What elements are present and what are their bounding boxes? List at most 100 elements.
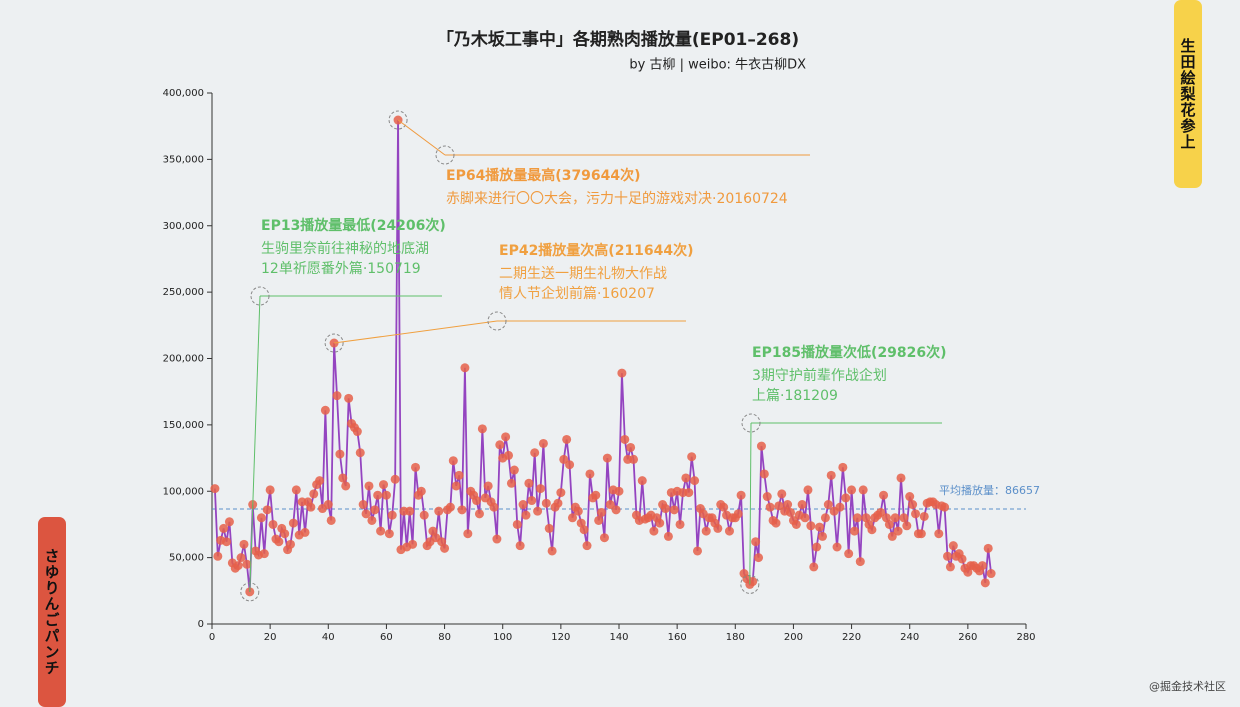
data-point — [448, 456, 458, 466]
data-point — [268, 519, 278, 529]
x-tick-label: 200 — [784, 632, 803, 643]
data-point — [899, 513, 909, 523]
x-tick-label: 180 — [726, 632, 745, 643]
data-point — [844, 549, 854, 559]
average-label: 平均播放量：86657 — [939, 483, 1040, 497]
data-point — [812, 542, 822, 552]
data-point — [977, 561, 987, 571]
data-point — [242, 559, 252, 569]
data-point — [332, 391, 342, 401]
data-point — [411, 462, 420, 472]
data-point — [538, 438, 548, 448]
data-point — [291, 485, 301, 495]
data-point — [323, 500, 333, 510]
data-point — [890, 513, 900, 523]
data-point — [509, 465, 519, 475]
data-point — [756, 441, 766, 451]
data-point — [832, 542, 842, 552]
data-point — [649, 526, 659, 536]
right-button[interactable]: 生田絵梨花参上 — [1174, 0, 1202, 188]
data-point — [460, 363, 470, 373]
data-point — [820, 513, 830, 523]
data-point — [687, 452, 697, 462]
data-point — [855, 557, 865, 567]
annotation-text: 12单祈愿番外篇·150719 — [261, 261, 421, 277]
data-point — [797, 500, 807, 510]
annotation-title: EP42播放量次高(211644次) — [499, 242, 694, 259]
x-tick-label: 20 — [264, 632, 277, 643]
data-point — [786, 507, 796, 517]
data-point — [361, 509, 371, 519]
data-point — [495, 440, 505, 450]
data-point — [405, 506, 415, 516]
average-value: 86657 — [1005, 484, 1040, 497]
data-point — [239, 539, 249, 549]
y-tick-label: 200,000 — [163, 354, 204, 365]
y-tick-label: 0 — [198, 619, 204, 630]
data-point — [326, 515, 336, 525]
data-point — [256, 513, 266, 523]
data-point — [736, 490, 746, 500]
data-point — [344, 393, 354, 403]
data-point — [280, 529, 290, 539]
data-point — [536, 484, 546, 494]
data-point — [541, 498, 551, 508]
y-tick-label: 250,000 — [163, 287, 204, 298]
data-point — [489, 502, 499, 512]
x-tick-label: 280 — [1016, 632, 1035, 643]
data-point — [887, 531, 897, 541]
data-point — [692, 546, 702, 556]
data-point — [501, 432, 511, 442]
annotation-title: EP64播放量最高(379644次) — [446, 167, 641, 184]
x-tick-label: 0 — [209, 632, 215, 643]
data-point — [684, 488, 694, 498]
data-point — [690, 476, 700, 486]
data-point — [210, 484, 220, 494]
data-point — [335, 449, 345, 459]
annotation-title: EP185播放量次低(29826次) — [752, 344, 947, 361]
y-tick-label: 150,000 — [163, 420, 204, 431]
data-point — [957, 554, 967, 564]
data-point — [222, 537, 232, 547]
data-point — [858, 485, 868, 495]
data-point — [916, 529, 926, 539]
x-tick-label: 260 — [958, 632, 977, 643]
x-tick-label: 220 — [842, 632, 861, 643]
data-point — [370, 505, 380, 515]
data-point — [605, 500, 615, 510]
x-tick-label: 40 — [322, 632, 335, 643]
data-point — [823, 500, 833, 510]
data-point — [826, 470, 836, 480]
data-point — [940, 502, 950, 512]
data-point — [838, 462, 848, 472]
annotation-target — [388, 110, 408, 130]
data-point — [416, 486, 426, 496]
x-tick-label: 100 — [493, 632, 512, 643]
data-point — [771, 518, 781, 528]
annotation-target — [324, 333, 344, 353]
data-point — [518, 500, 528, 510]
annotation-anchor — [487, 311, 507, 331]
left-button[interactable]: さゆりんごパンチ — [38, 517, 66, 707]
data-point — [626, 442, 636, 452]
data-point — [341, 481, 351, 491]
data-point — [300, 527, 310, 537]
y-tick-label: 400,000 — [163, 88, 204, 99]
data-point — [774, 501, 784, 511]
data-point — [815, 522, 825, 532]
data-point — [387, 510, 397, 520]
x-tick-label: 80 — [438, 632, 451, 643]
data-point — [661, 504, 671, 514]
data-point — [474, 509, 484, 519]
data-point — [620, 434, 630, 444]
data-point — [515, 541, 525, 551]
data-point — [315, 476, 325, 486]
data-point — [803, 485, 813, 495]
data-point — [943, 551, 953, 561]
data-point — [309, 489, 319, 499]
data-point — [748, 577, 758, 587]
data-point — [908, 500, 918, 510]
data-point — [751, 537, 761, 547]
